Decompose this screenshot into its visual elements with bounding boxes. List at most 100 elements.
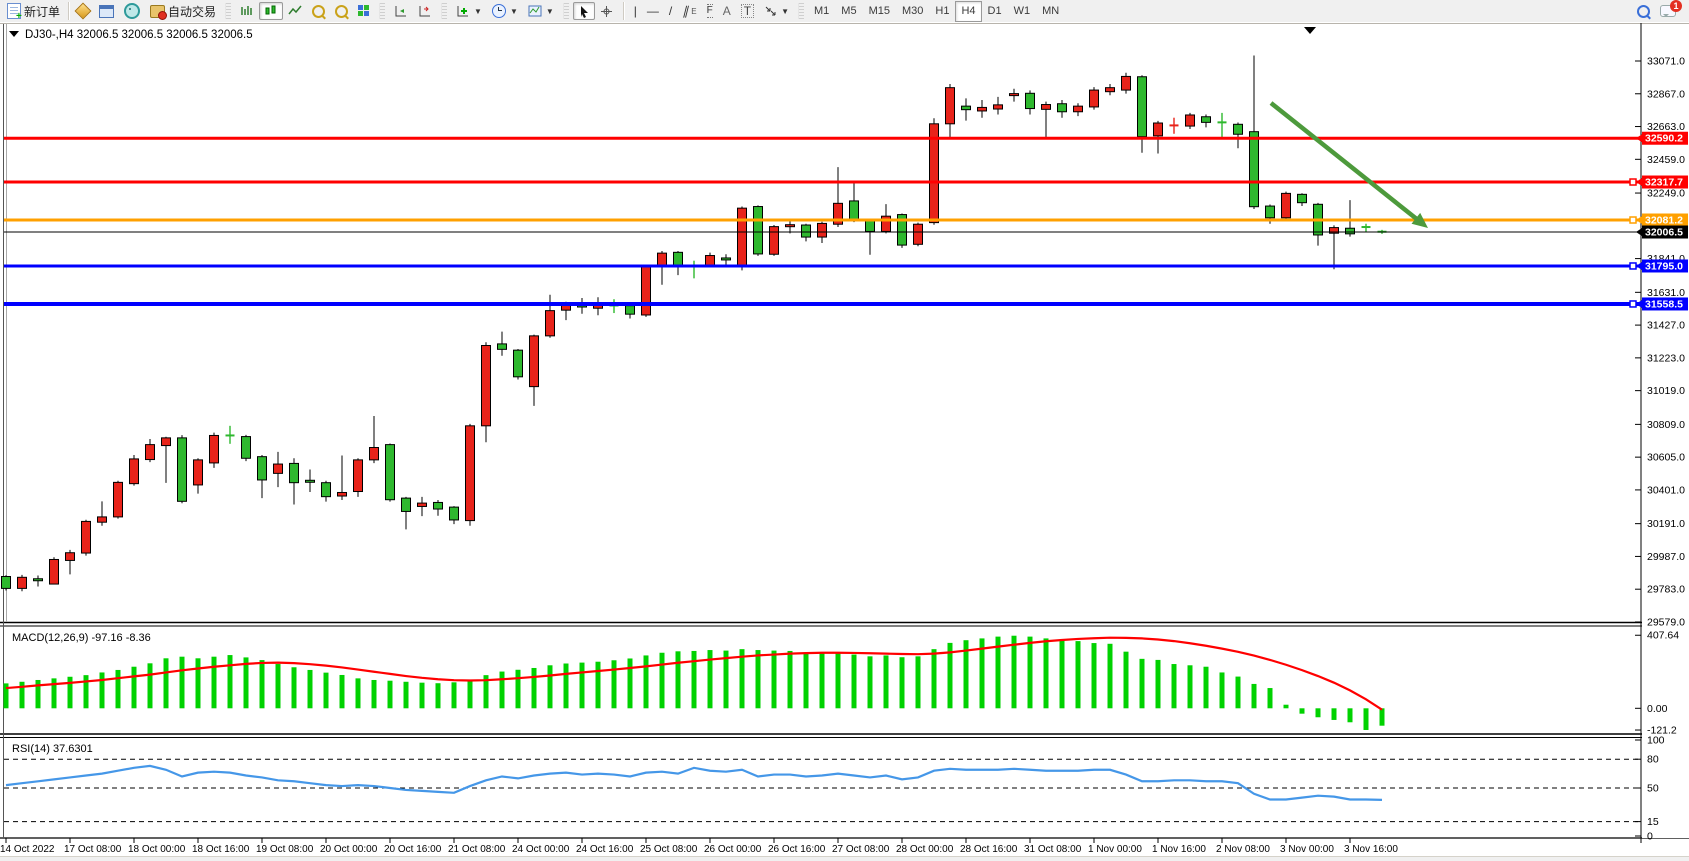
toolbar-grip[interactable] (379, 3, 386, 19)
chart-shift-icon (419, 6, 431, 17)
autotrading-button[interactable]: 自动交易 (145, 2, 221, 20)
svg-text:2 Nov 08:00: 2 Nov 08:00 (1216, 844, 1270, 855)
chat-button[interactable]: 1 (1655, 0, 1682, 20)
trend-arrow[interactable] (1269, 101, 1428, 228)
line-chart-icon (288, 5, 302, 15)
templates-icon (528, 5, 542, 17)
timeframe-m30[interactable]: M30 (901, 5, 924, 17)
svg-text:32867.0: 32867.0 (1647, 88, 1685, 100)
price-tag-32081.2: 32081.2 (1636, 213, 1688, 227)
auto-scroll-icon (395, 6, 407, 17)
signals-icon (124, 3, 141, 19)
timeframe-d1[interactable]: D1 (987, 5, 1002, 17)
svg-text:29987.0: 29987.0 (1647, 551, 1685, 563)
rsi-panel: RSI(14) 37.6301 (4, 743, 1641, 823)
chart-shift-button[interactable] (413, 2, 437, 20)
fibonacci-icon: F (706, 4, 713, 18)
price-axis[interactable]: 33071.032867.032663.032459.032249.031841… (1635, 23, 1689, 843)
tile-windows-icon (358, 5, 370, 17)
trendline-tool[interactable]: / (664, 2, 677, 20)
new-order-button[interactable]: + 新订单 (2, 2, 65, 22)
timeframe-h1[interactable]: H1 (935, 5, 950, 17)
arrows-tool[interactable]: ▼ (759, 2, 794, 20)
crosshair-button[interactable] (595, 2, 618, 20)
timeframe-m1[interactable]: M1 (814, 5, 830, 17)
svg-text:27 Oct 08:00: 27 Oct 08:00 (832, 844, 890, 855)
svg-text:100: 100 (1647, 735, 1665, 747)
candlestick-chart-icon (265, 5, 276, 15)
market-watch-icon (99, 4, 115, 18)
line-chart-button[interactable] (283, 2, 307, 20)
cursor-button[interactable] (572, 2, 595, 20)
toolbar-separator (622, 2, 624, 20)
timeframe-h4[interactable]: H4 (955, 0, 982, 22)
vertical-line-tool[interactable]: | (629, 2, 642, 20)
timeframe-m5[interactable]: M5 (841, 5, 857, 17)
svg-text:21 Oct 08:00: 21 Oct 08:00 (448, 844, 506, 855)
label-tool-icon: T (740, 4, 755, 18)
chart-window[interactable]: MACD(12,26,9) -97.16 -8.36 RSI(14) 37.630… (0, 22, 1689, 861)
periods-clock-icon (491, 4, 506, 18)
svg-text:24 Oct 00:00: 24 Oct 00:00 (512, 844, 570, 855)
svg-text:80: 80 (1647, 754, 1659, 766)
signals-button[interactable] (119, 2, 145, 20)
timeframe-m15[interactable]: M15 (868, 5, 890, 17)
svg-text:29579.0: 29579.0 (1647, 616, 1685, 628)
svg-text:0.00: 0.00 (1647, 703, 1668, 715)
text-tool[interactable]: A (718, 2, 736, 20)
svg-text:3 Nov 00:00: 3 Nov 00:00 (1280, 844, 1334, 855)
bar-chart-button[interactable] (235, 2, 259, 20)
label-tool[interactable]: T (736, 2, 759, 20)
chevron-down-icon: ▼ (545, 6, 554, 16)
zoom-out-icon (335, 4, 350, 19)
auto-scroll-button[interactable] (389, 2, 413, 20)
toolbar-grip[interactable] (441, 3, 448, 19)
chevron-down-icon: ▼ (781, 6, 789, 16)
market-watch-button[interactable] (94, 2, 119, 20)
horizontal-line-tool[interactable]: — (642, 2, 664, 20)
svg-text:26 Oct 00:00: 26 Oct 00:00 (704, 844, 762, 855)
toolbar-grip[interactable] (225, 3, 232, 19)
svg-text:18 Oct 00:00: 18 Oct 00:00 (128, 844, 186, 855)
cursor-icon (580, 5, 588, 18)
svg-text:31223.0: 31223.0 (1647, 352, 1685, 364)
time-axis[interactable]: 14 Oct 2022 17 Oct 08:00 18 Oct 00:00 18 Oc… (0, 838, 1398, 855)
timeframe-mn[interactable]: MN (1042, 5, 1060, 17)
main-toolbar: + 新订单 自动交易 (0, 0, 1689, 23)
tile-windows-button[interactable] (353, 2, 375, 20)
zoom-in-button[interactable] (307, 2, 330, 20)
add-indicator-icon (457, 6, 469, 17)
price-tag-32590.2: 32590.2 (1636, 131, 1688, 145)
chart-shift-marker[interactable] (1304, 27, 1316, 34)
chart-canvas[interactable]: MACD(12,26,9) -97.16 -8.36 RSI(14) 37.630… (0, 22, 1689, 861)
svg-text:24 Oct 16:00: 24 Oct 16:00 (576, 844, 634, 855)
metaeditor-button[interactable] (72, 2, 94, 20)
chat-badge: 1 (1670, 0, 1682, 12)
price-tag-31795.0: 31795.0 (1636, 259, 1688, 273)
macd-label: MACD(12,26,9) -97.16 -8.36 (12, 632, 151, 644)
toolbar-separator (68, 2, 70, 20)
toolbar-grip[interactable] (562, 3, 569, 19)
toolbar-grip[interactable] (798, 3, 804, 19)
svg-text:19 Oct 08:00: 19 Oct 08:00 (256, 844, 314, 855)
periods-button[interactable]: ▼ (487, 2, 523, 20)
candlestick-chart-button[interactable] (259, 2, 284, 20)
fibonacci-tool[interactable]: F (702, 2, 718, 20)
zoom-out-button[interactable] (330, 2, 353, 20)
svg-text:407.64: 407.64 (1647, 630, 1679, 642)
timeframe-w1[interactable]: W1 (1013, 5, 1031, 17)
autotrading-icon (150, 4, 168, 20)
svg-text:30809.0: 30809.0 (1647, 419, 1685, 431)
price-tag-32317.7: 32317.7 (1636, 175, 1688, 189)
templates-button[interactable]: ▼ (523, 2, 559, 20)
price-tag-31558.5: 31558.5 (1636, 297, 1688, 311)
svg-text:32249.0: 32249.0 (1647, 188, 1685, 200)
candles (1, 55, 1387, 592)
svg-text:17 Oct 08:00: 17 Oct 08:00 (64, 844, 122, 855)
svg-text:1 Nov 00:00: 1 Nov 00:00 (1088, 844, 1142, 855)
channel-tool[interactable]: ∥ E (677, 2, 701, 20)
add-indicator-button[interactable]: ▼ (451, 2, 487, 20)
chevron-down-icon: ▼ (509, 6, 518, 16)
search-button[interactable] (1632, 2, 1655, 20)
